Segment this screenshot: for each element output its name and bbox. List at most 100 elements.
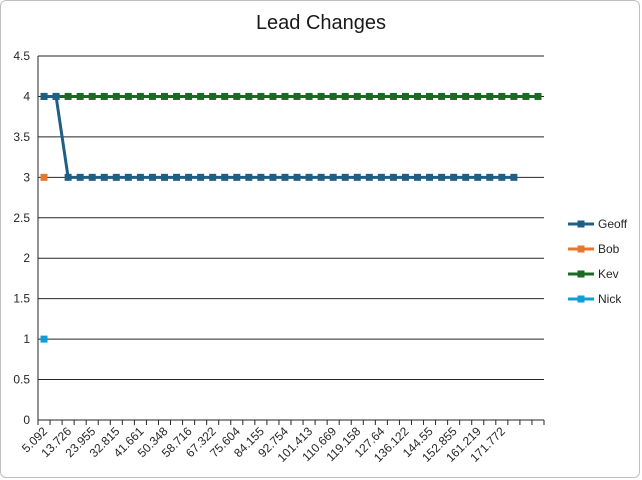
data-point-kev: [161, 92, 168, 100]
legend-label-nick: Nick: [598, 292, 622, 306]
data-point-kev: [136, 92, 144, 100]
y-tick-label: 0: [23, 413, 30, 427]
data-point-geoff: [100, 173, 108, 181]
data-point-geoff: [233, 173, 241, 181]
data-point-geoff: [438, 173, 446, 181]
data-point-kev: [389, 92, 397, 100]
data-point-kev: [293, 92, 301, 100]
y-tick-label: 3.5: [13, 130, 30, 144]
data-point-geoff: [209, 173, 217, 181]
data-point-geoff: [414, 173, 421, 181]
data-point-geoff: [365, 173, 373, 181]
chart-title: Lead Changes: [255, 12, 387, 34]
data-point-geoff: [450, 173, 458, 181]
data-point-kev: [462, 92, 470, 100]
data-point-kev: [124, 92, 132, 100]
data-point-kev: [233, 92, 241, 100]
data-point-geoff: [52, 92, 60, 100]
data-point-geoff: [474, 173, 482, 181]
data-point-geoff: [197, 173, 205, 181]
data-point-geoff: [317, 173, 325, 181]
legend-label-kev: Kev: [598, 267, 619, 281]
data-point-geoff: [305, 173, 313, 181]
y-tick-label: 1.5: [13, 292, 30, 306]
data-point-kev: [112, 92, 120, 100]
data-point-kev: [414, 92, 421, 100]
data-point-geoff: [389, 173, 397, 181]
data-point-kev: [197, 92, 205, 100]
data-point-geoff: [88, 173, 96, 181]
data-point-kev: [341, 92, 349, 100]
data-point-kev: [245, 92, 253, 100]
y-tick-label: 3: [23, 170, 30, 184]
legend-marker-kev: [577, 270, 585, 278]
data-point-bob: [40, 173, 48, 181]
data-point-kev: [438, 92, 446, 100]
data-point-geoff: [161, 173, 168, 181]
data-point-geoff: [124, 173, 132, 181]
data-point-kev: [474, 92, 482, 100]
legend-label-geoff: Geoff: [598, 217, 628, 231]
y-tick-label: 0.5: [13, 373, 30, 387]
data-point-geoff: [426, 173, 434, 181]
data-point-kev: [64, 92, 72, 100]
series-line-geoff: [44, 94, 514, 179]
data-point-geoff: [257, 173, 265, 181]
data-point-kev: [365, 92, 373, 100]
data-point-kev: [486, 92, 494, 100]
data-point-geoff: [401, 173, 409, 181]
legend-label-bob: Bob: [598, 242, 620, 256]
y-tick-label: 4: [23, 89, 30, 103]
data-point-geoff: [112, 173, 120, 181]
data-point-kev: [534, 92, 542, 100]
data-point-kev: [148, 92, 156, 100]
data-point-geoff: [269, 173, 277, 181]
data-point-kev: [100, 92, 108, 100]
legend-marker-geoff: [577, 220, 585, 228]
data-point-kev: [317, 92, 325, 100]
data-point-kev: [426, 92, 434, 100]
data-point-geoff: [498, 173, 506, 181]
data-point-kev: [185, 92, 193, 100]
y-tick-label: 2: [23, 251, 30, 265]
data-point-kev: [281, 92, 289, 100]
data-point-geoff: [173, 173, 181, 181]
data-point-kev: [353, 92, 361, 100]
data-point-kev: [377, 92, 385, 100]
data-point-geoff: [221, 173, 229, 181]
data-point-kev: [257, 92, 265, 100]
data-point-kev: [510, 92, 518, 100]
legend-marker-bob: [577, 245, 585, 253]
data-point-kev: [269, 92, 277, 100]
data-point-geoff: [76, 173, 84, 181]
data-point-kev: [221, 92, 229, 100]
data-point-geoff: [329, 173, 337, 181]
data-point-kev: [88, 92, 96, 100]
data-point-geoff: [185, 173, 193, 181]
data-point-geoff: [377, 173, 385, 181]
data-point-kev: [450, 92, 458, 100]
data-point-kev: [522, 92, 530, 100]
data-point-geoff: [281, 173, 289, 181]
data-point-kev: [401, 92, 409, 100]
data-point-geoff: [293, 173, 301, 181]
data-point-geoff: [486, 173, 494, 181]
data-point-kev: [173, 92, 181, 100]
y-tick-label: 4.5: [13, 49, 30, 63]
data-point-geoff: [40, 92, 48, 100]
data-point-kev: [498, 92, 506, 100]
data-point-geoff: [245, 173, 253, 181]
data-point-geoff: [353, 173, 361, 181]
data-point-kev: [329, 92, 337, 100]
data-point-kev: [209, 92, 217, 100]
data-point-kev: [305, 92, 313, 100]
data-point-kev: [76, 92, 84, 100]
legend-marker-nick: [577, 295, 585, 303]
data-point-nick: [40, 335, 48, 343]
data-point-geoff: [148, 173, 156, 181]
data-point-geoff: [341, 173, 349, 181]
data-point-geoff: [64, 173, 72, 181]
data-point-geoff: [136, 173, 144, 181]
